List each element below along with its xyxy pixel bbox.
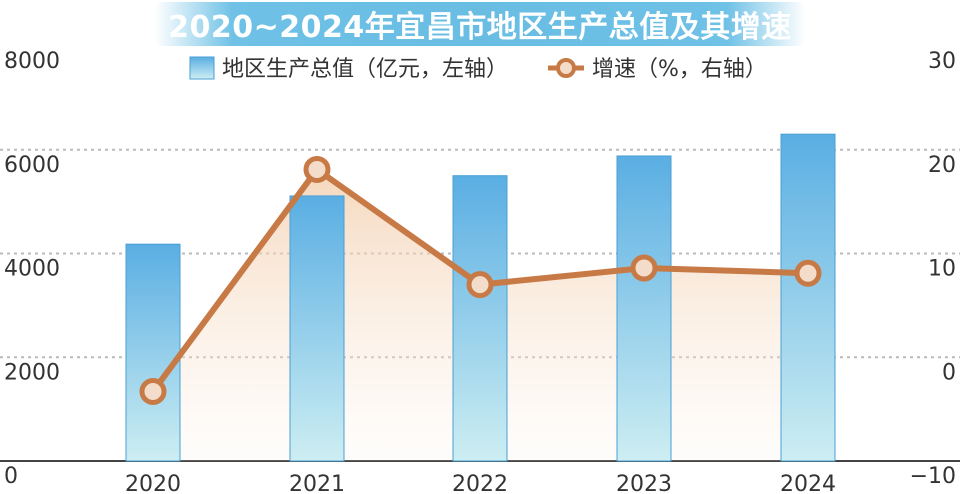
growth-point-2020: [139, 377, 167, 405]
x-tick-label: 2022: [452, 472, 508, 494]
x-tick-label: 2023: [616, 472, 672, 494]
x-tick-label: 2024: [780, 472, 836, 494]
growth-point-2023: [630, 254, 658, 282]
x-tick-label: 2020: [125, 472, 181, 494]
bar-2022: [452, 175, 508, 462]
left-tick-label: 4000: [4, 257, 60, 282]
axis-ticks: 0 2000 4000 6000 8000 −10 0 10 20 30 2020 2021 2022 2…: [4, 49, 956, 494]
right-tick-label: 20: [928, 153, 956, 178]
bar-2021: [289, 195, 345, 462]
bars: [125, 133, 836, 462]
chart-title: 2020~2024年宜昌市地区生产总值及其增速: [168, 10, 792, 45]
legend-line-marker: [556, 58, 576, 78]
growth-point-2024: [794, 259, 822, 287]
bar-2024: [780, 133, 836, 462]
legend-bar-swatch: [189, 56, 215, 80]
legend-bar-label: 地区生产总值（亿元，左轴）: [222, 57, 508, 82]
right-tick-label: 30: [928, 49, 956, 74]
left-tick-label: 8000: [4, 49, 60, 74]
left-tick-label: 0: [4, 464, 18, 489]
left-tick-label: 6000: [4, 153, 60, 178]
right-tick-label: 10: [928, 257, 956, 282]
legend-line-label: 增速（%，右轴）: [592, 57, 767, 82]
x-tick-label: 2021: [289, 472, 345, 494]
left-tick-label: 2000: [4, 360, 60, 385]
growth-point-2022: [466, 271, 494, 299]
legend: 地区生产总值（亿元，左轴） 增速（%，右轴）: [189, 56, 767, 82]
title-banner: 2020~2024年宜昌市地区生产总值及其增速: [155, 2, 805, 46]
growth-line: [139, 155, 822, 405]
growth-point-2021: [303, 155, 331, 183]
right-tick-label: 0: [942, 360, 956, 385]
right-tick-label: −10: [910, 464, 956, 489]
bar-2020: [125, 243, 181, 462]
bar-2023: [616, 155, 672, 462]
